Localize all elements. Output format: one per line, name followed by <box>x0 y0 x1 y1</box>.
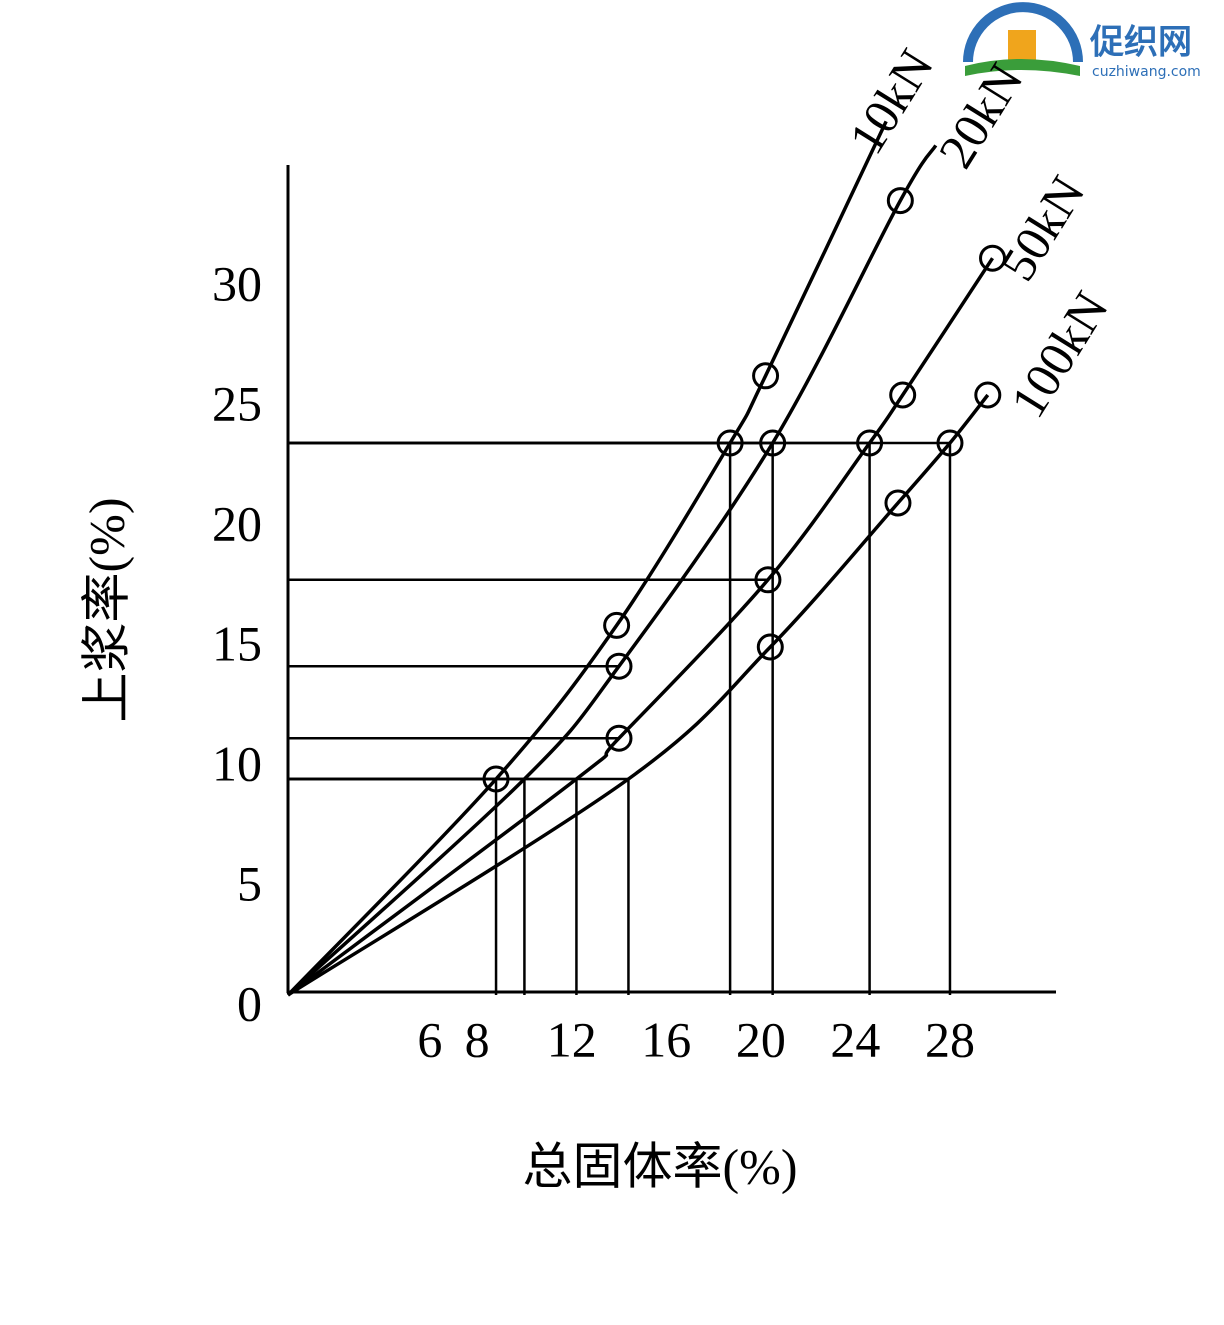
series-label: 50kN <box>989 166 1095 290</box>
logo-url: cuzhiwang.com <box>1092 64 1201 80</box>
marker <box>716 429 744 457</box>
series-line <box>286 144 938 997</box>
marker <box>752 362 780 390</box>
series-label: 100kN <box>999 282 1119 427</box>
logo-arc <box>963 2 1083 63</box>
y-tick-label: 30 <box>212 255 262 311</box>
x-tick-label: 28 <box>925 1011 975 1067</box>
marker <box>756 633 784 661</box>
x-tick-label: 20 <box>736 1011 786 1067</box>
series-label: 20kN <box>927 53 1033 177</box>
marker <box>889 381 917 409</box>
y-tick-label: 25 <box>212 375 262 431</box>
series-line <box>286 257 994 997</box>
logo: 促织网 cuzhiwang.com <box>963 2 1201 80</box>
y-tick-label: 15 <box>212 615 262 671</box>
series-line <box>286 120 888 997</box>
x-tick-label: 24 <box>830 1011 880 1067</box>
y-tick-label: 0 <box>237 975 262 1031</box>
y-tick-label: 5 <box>237 855 262 911</box>
logo-name: 促织网 <box>1089 23 1192 63</box>
x-tick-label: 12 <box>547 1011 597 1067</box>
marker <box>605 652 633 680</box>
marker <box>884 489 912 517</box>
marker <box>936 429 964 457</box>
x-axis-title: 总固体率(%) <box>523 1138 798 1194</box>
y-tick-label: 10 <box>212 735 262 791</box>
marker <box>605 724 633 752</box>
marker <box>482 765 510 793</box>
y-tick-label: 20 <box>212 495 262 551</box>
marker <box>979 244 1007 272</box>
x-tick-label: 6 <box>417 1011 442 1067</box>
y-axis-title: 上浆率(%) <box>78 498 134 723</box>
logo-wave <box>965 59 1080 76</box>
marker <box>603 611 631 639</box>
marker <box>856 429 884 457</box>
marker <box>759 429 787 457</box>
marker <box>754 566 782 594</box>
x-tick-label: 8 <box>465 1011 490 1067</box>
marker <box>974 381 1002 409</box>
x-tick-label: 16 <box>641 1011 691 1067</box>
series-line <box>287 393 990 997</box>
marker <box>886 187 914 215</box>
